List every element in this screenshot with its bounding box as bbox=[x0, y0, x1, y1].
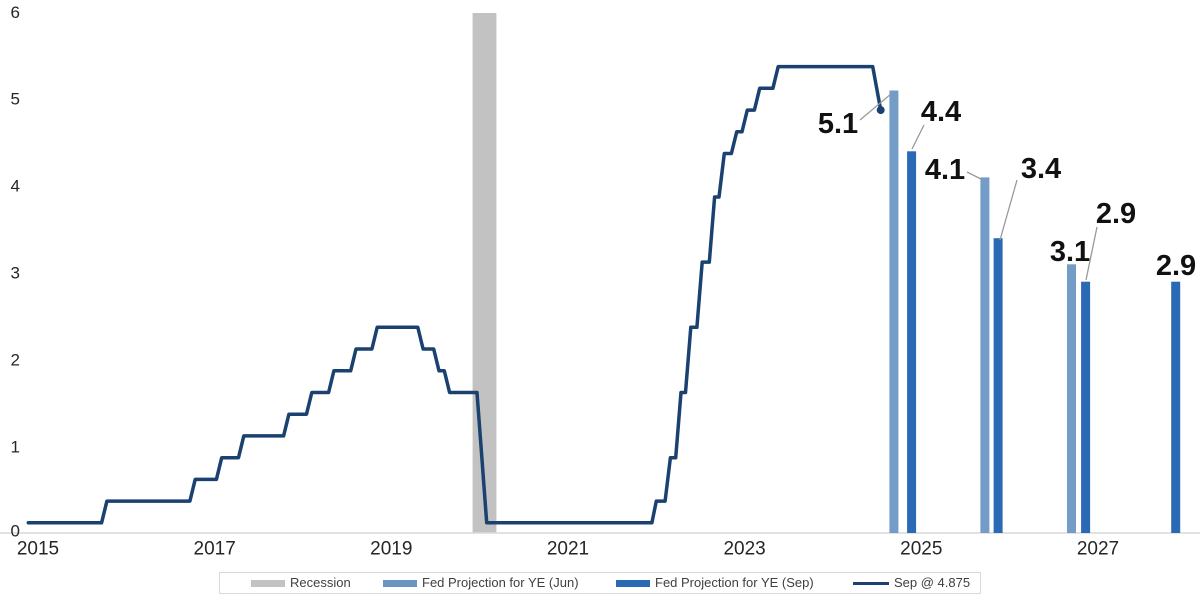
legend-item-fed-projection-for-ye-sep-: Fed Projection for YE (Sep) bbox=[616, 573, 814, 593]
x-tick-label: 2015 bbox=[17, 539, 59, 560]
legend-item-sep-4-875: Sep @ 4.875 bbox=[853, 573, 970, 593]
leader-line-4.1 bbox=[966, 171, 982, 180]
bar-sep-2.9 bbox=[1081, 281, 1091, 533]
x-tick-label: 2025 bbox=[900, 539, 942, 560]
data-label-2.9: 2.9 bbox=[1096, 198, 1136, 230]
legend-label: Fed Projection for YE (Sep) bbox=[655, 575, 814, 590]
x-tick-label: 2027 bbox=[1077, 539, 1119, 560]
data-label-3.4: 3.4 bbox=[1021, 153, 1061, 185]
legend: Recession Fed Projection for YE (Jun) Fed … bbox=[219, 572, 981, 594]
fed-funds-rate-line bbox=[26, 64, 883, 525]
legend-item-recession: Recession bbox=[251, 573, 351, 593]
x-tick-label: 2019 bbox=[370, 539, 412, 560]
line-end-marker bbox=[876, 106, 885, 115]
bar-sep-3.4 bbox=[993, 238, 1003, 533]
legend-label: Sep @ 4.875 bbox=[894, 575, 971, 590]
data-label-4.4: 4.4 bbox=[921, 96, 961, 128]
y-tick-label: 6 bbox=[11, 3, 20, 22]
data-label-2.9: 2.9 bbox=[1156, 250, 1196, 282]
legend-swatch-bar bbox=[383, 579, 417, 587]
recession-band bbox=[472, 13, 497, 533]
y-tick-label: 4 bbox=[11, 177, 20, 196]
legend-label: Fed Projection for YE (Jun) bbox=[422, 575, 579, 590]
y-tick-label: 2 bbox=[11, 350, 20, 369]
legend-swatch-bar bbox=[616, 579, 650, 587]
bar-jun-5.1 bbox=[889, 90, 899, 533]
x-tick-label: 2017 bbox=[194, 539, 236, 560]
legend-swatch-bar bbox=[251, 579, 285, 587]
y-tick-label: 1 bbox=[11, 437, 20, 456]
leader-line-4.4 bbox=[911, 124, 925, 150]
data-label-4.1: 4.1 bbox=[925, 154, 965, 186]
leader-line-2.9 bbox=[1085, 226, 1098, 281]
y-tick-label: 3 bbox=[11, 264, 20, 283]
x-tick-label: 2023 bbox=[723, 539, 765, 560]
bar-jun-4.1 bbox=[980, 177, 990, 533]
bar-jun-3.1 bbox=[1067, 264, 1076, 533]
bar-sep-2.9 bbox=[1171, 281, 1181, 533]
data-label-3.1: 3.1 bbox=[1050, 236, 1090, 268]
leader-line-5.1 bbox=[859, 93, 892, 121]
x-tick-label: 2021 bbox=[547, 539, 589, 560]
y-tick-label: 5 bbox=[11, 90, 20, 109]
legend-swatch-line bbox=[853, 581, 889, 585]
y-tick-label: 0 bbox=[11, 522, 20, 541]
bar-sep-4.4 bbox=[907, 151, 917, 534]
legend-label: Recession bbox=[290, 575, 351, 590]
legend-item-fed-projection-for-ye-jun-: Fed Projection for YE (Jun) bbox=[383, 573, 579, 593]
leader-line-3.4 bbox=[999, 179, 1018, 241]
data-label-5.1: 5.1 bbox=[818, 108, 858, 140]
